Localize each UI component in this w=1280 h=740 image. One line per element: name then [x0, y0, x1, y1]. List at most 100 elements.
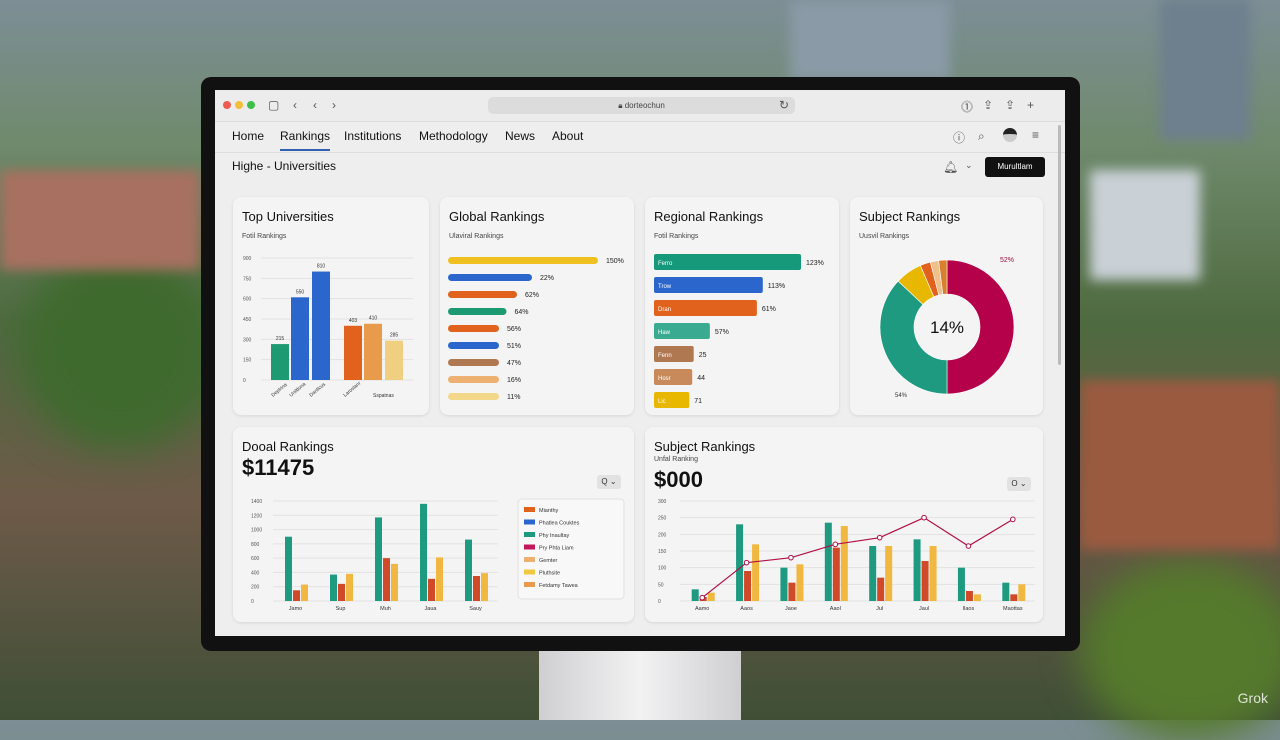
- reload-icon[interactable]: ↻: [779, 98, 790, 112]
- bar: [654, 254, 801, 270]
- legend-swatch: [524, 544, 535, 550]
- nav-item-methodology[interactable]: Methodology: [419, 129, 488, 143]
- share-icon[interactable]: ⇪: [1005, 98, 1016, 112]
- bar-value-label: 25: [699, 352, 707, 359]
- bar-value-label: 22%: [540, 275, 554, 282]
- card-title: Subject Rankings: [654, 439, 756, 454]
- bar-value-label: 57%: [715, 329, 729, 336]
- legend-label: Pluthsite: [539, 571, 560, 577]
- nav-item-news[interactable]: News: [505, 129, 536, 143]
- trend-point: [699, 594, 705, 601]
- filter-select[interactable]: Q ⌄: [597, 475, 621, 489]
- forward-icon[interactable]: ›: [332, 98, 336, 112]
- address-bar[interactable]: 🔒︎ dorteochun: [488, 97, 795, 114]
- nav-item-institutions[interactable]: Institutions: [344, 129, 402, 143]
- x-tick-label: Maottas: [1003, 606, 1023, 612]
- scrollbar[interactable]: [1058, 125, 1061, 365]
- background-building: [790, 0, 950, 80]
- bar-value-label: 215: [276, 336, 285, 342]
- bar: [293, 590, 300, 601]
- bar: [420, 503, 427, 601]
- maximize-window-button[interactable]: [247, 101, 255, 109]
- subject-donut-card: Subject Rankings Uusvil Rankings 14% 52% 5…: [850, 197, 1043, 415]
- y-tick-label: 1200: [251, 513, 262, 519]
- bar: [957, 567, 965, 601]
- background-building: [1090, 170, 1200, 280]
- bar: [654, 277, 763, 293]
- x-tick-label: Uniltlona: [288, 381, 307, 398]
- bar: [383, 558, 390, 601]
- legend-swatch: [524, 519, 535, 525]
- bar-value-label: 810: [317, 264, 326, 270]
- chevron-down-icon[interactable]: ⌄: [965, 160, 973, 170]
- new-tab-icon[interactable]: +: [1027, 98, 1035, 112]
- monitor-stand: [539, 651, 741, 720]
- subject-rankings-chart: 0 50 100 150 200 250 300 Aamo Aaos Jaoe Aaol Jul Jau…: [658, 499, 1035, 612]
- close-window-button[interactable]: [223, 101, 231, 109]
- card-title: Regional Rankings: [654, 209, 764, 224]
- page-title: Highe - Universities: [232, 159, 337, 173]
- bar: [344, 325, 362, 380]
- y-tick-label: 1000: [251, 528, 262, 534]
- back-icon[interactable]: ‹: [293, 98, 297, 112]
- lock-icon: 🔒︎: [618, 101, 623, 110]
- donut-slice: [938, 259, 948, 295]
- sidebar-icon[interactable]: ▢: [268, 98, 280, 112]
- bar: [654, 323, 710, 339]
- minimize-window-button[interactable]: [235, 101, 243, 109]
- back-icon[interactable]: ‹: [313, 98, 317, 112]
- nav-item-about[interactable]: About: [552, 129, 584, 143]
- y-tick-label: 100: [658, 566, 667, 572]
- nav-item-rankings[interactable]: Rankings: [280, 129, 331, 151]
- primary-button[interactable]: Murultlam: [985, 157, 1045, 177]
- filter-select[interactable]: O ⌄: [1007, 477, 1031, 491]
- bar: [1010, 594, 1018, 601]
- privacy-icon[interactable]: ⓵: [961, 100, 974, 114]
- bar-value-label: 71: [694, 398, 702, 405]
- card-subtitle: Fotil Rankings: [242, 233, 287, 240]
- bar: [436, 557, 443, 601]
- bar: [330, 574, 337, 601]
- y-tick-label: 300: [243, 337, 252, 343]
- doal-rankings-chart: 0 200 400 600 800 1000 1200 1400 Jamo Sup Muh Jaua S…: [251, 498, 625, 612]
- y-tick-label: 750: [243, 276, 252, 282]
- bar-name-label: Hosr: [658, 376, 671, 382]
- x-tick-label: Ilaos: [963, 606, 975, 612]
- bell-icon[interactable]: 🔔︎: [943, 160, 959, 174]
- bar-name-label: Ferro: [658, 261, 673, 267]
- legend-swatch: [524, 557, 535, 562]
- bar-value-label: 403: [349, 318, 358, 324]
- monitor-screen: ▢ ‹ ‹ › 🔒︎ dorteochun ↻ ⓵ ⇪ ⇪ + Home Rank…: [215, 90, 1065, 636]
- bar: [913, 539, 921, 601]
- nav-item-home[interactable]: Home: [232, 129, 265, 143]
- donut-center-label: 14%: [930, 318, 964, 337]
- bar-value-label: 16%: [507, 377, 521, 384]
- bar: [654, 392, 690, 408]
- bar-value-label: 61%: [762, 306, 776, 313]
- search-icon[interactable]: ⌕: [978, 129, 985, 143]
- bar-value-label: 47%: [507, 360, 521, 367]
- y-tick-label: 0: [251, 599, 254, 605]
- bar: [375, 517, 382, 601]
- bar: [707, 592, 715, 601]
- legend-label: Phy Inaultay: [539, 533, 570, 539]
- y-tick-label: 400: [251, 570, 260, 576]
- trend-point: [921, 514, 927, 521]
- info-icon[interactable]: ⓘ: [953, 131, 966, 145]
- bar: [465, 539, 472, 601]
- avatar[interactable]: [1003, 128, 1017, 142]
- x-tick-label: Sup: [336, 606, 346, 612]
- share-icon[interactable]: ⇪: [983, 98, 994, 112]
- x-tick-label: Sauy: [469, 606, 482, 612]
- main-nav: Home Rankings Institutions Methodology News A…: [215, 123, 1065, 153]
- card-title: Top Universities: [242, 209, 334, 224]
- menu-icon[interactable]: ≡: [1032, 128, 1040, 142]
- y-tick-label: 600: [251, 556, 260, 562]
- y-tick-label: 900: [243, 256, 252, 262]
- regional-rankings-chart: Ferro 123% Trow 113% Dran 61% Haw 57% Fenn 25 Hosr…: [654, 254, 824, 408]
- bar-value-label: 550: [296, 289, 305, 295]
- bar: [346, 573, 353, 601]
- bar: [285, 536, 292, 601]
- y-tick-label: 250: [658, 516, 667, 522]
- bar: [312, 271, 330, 380]
